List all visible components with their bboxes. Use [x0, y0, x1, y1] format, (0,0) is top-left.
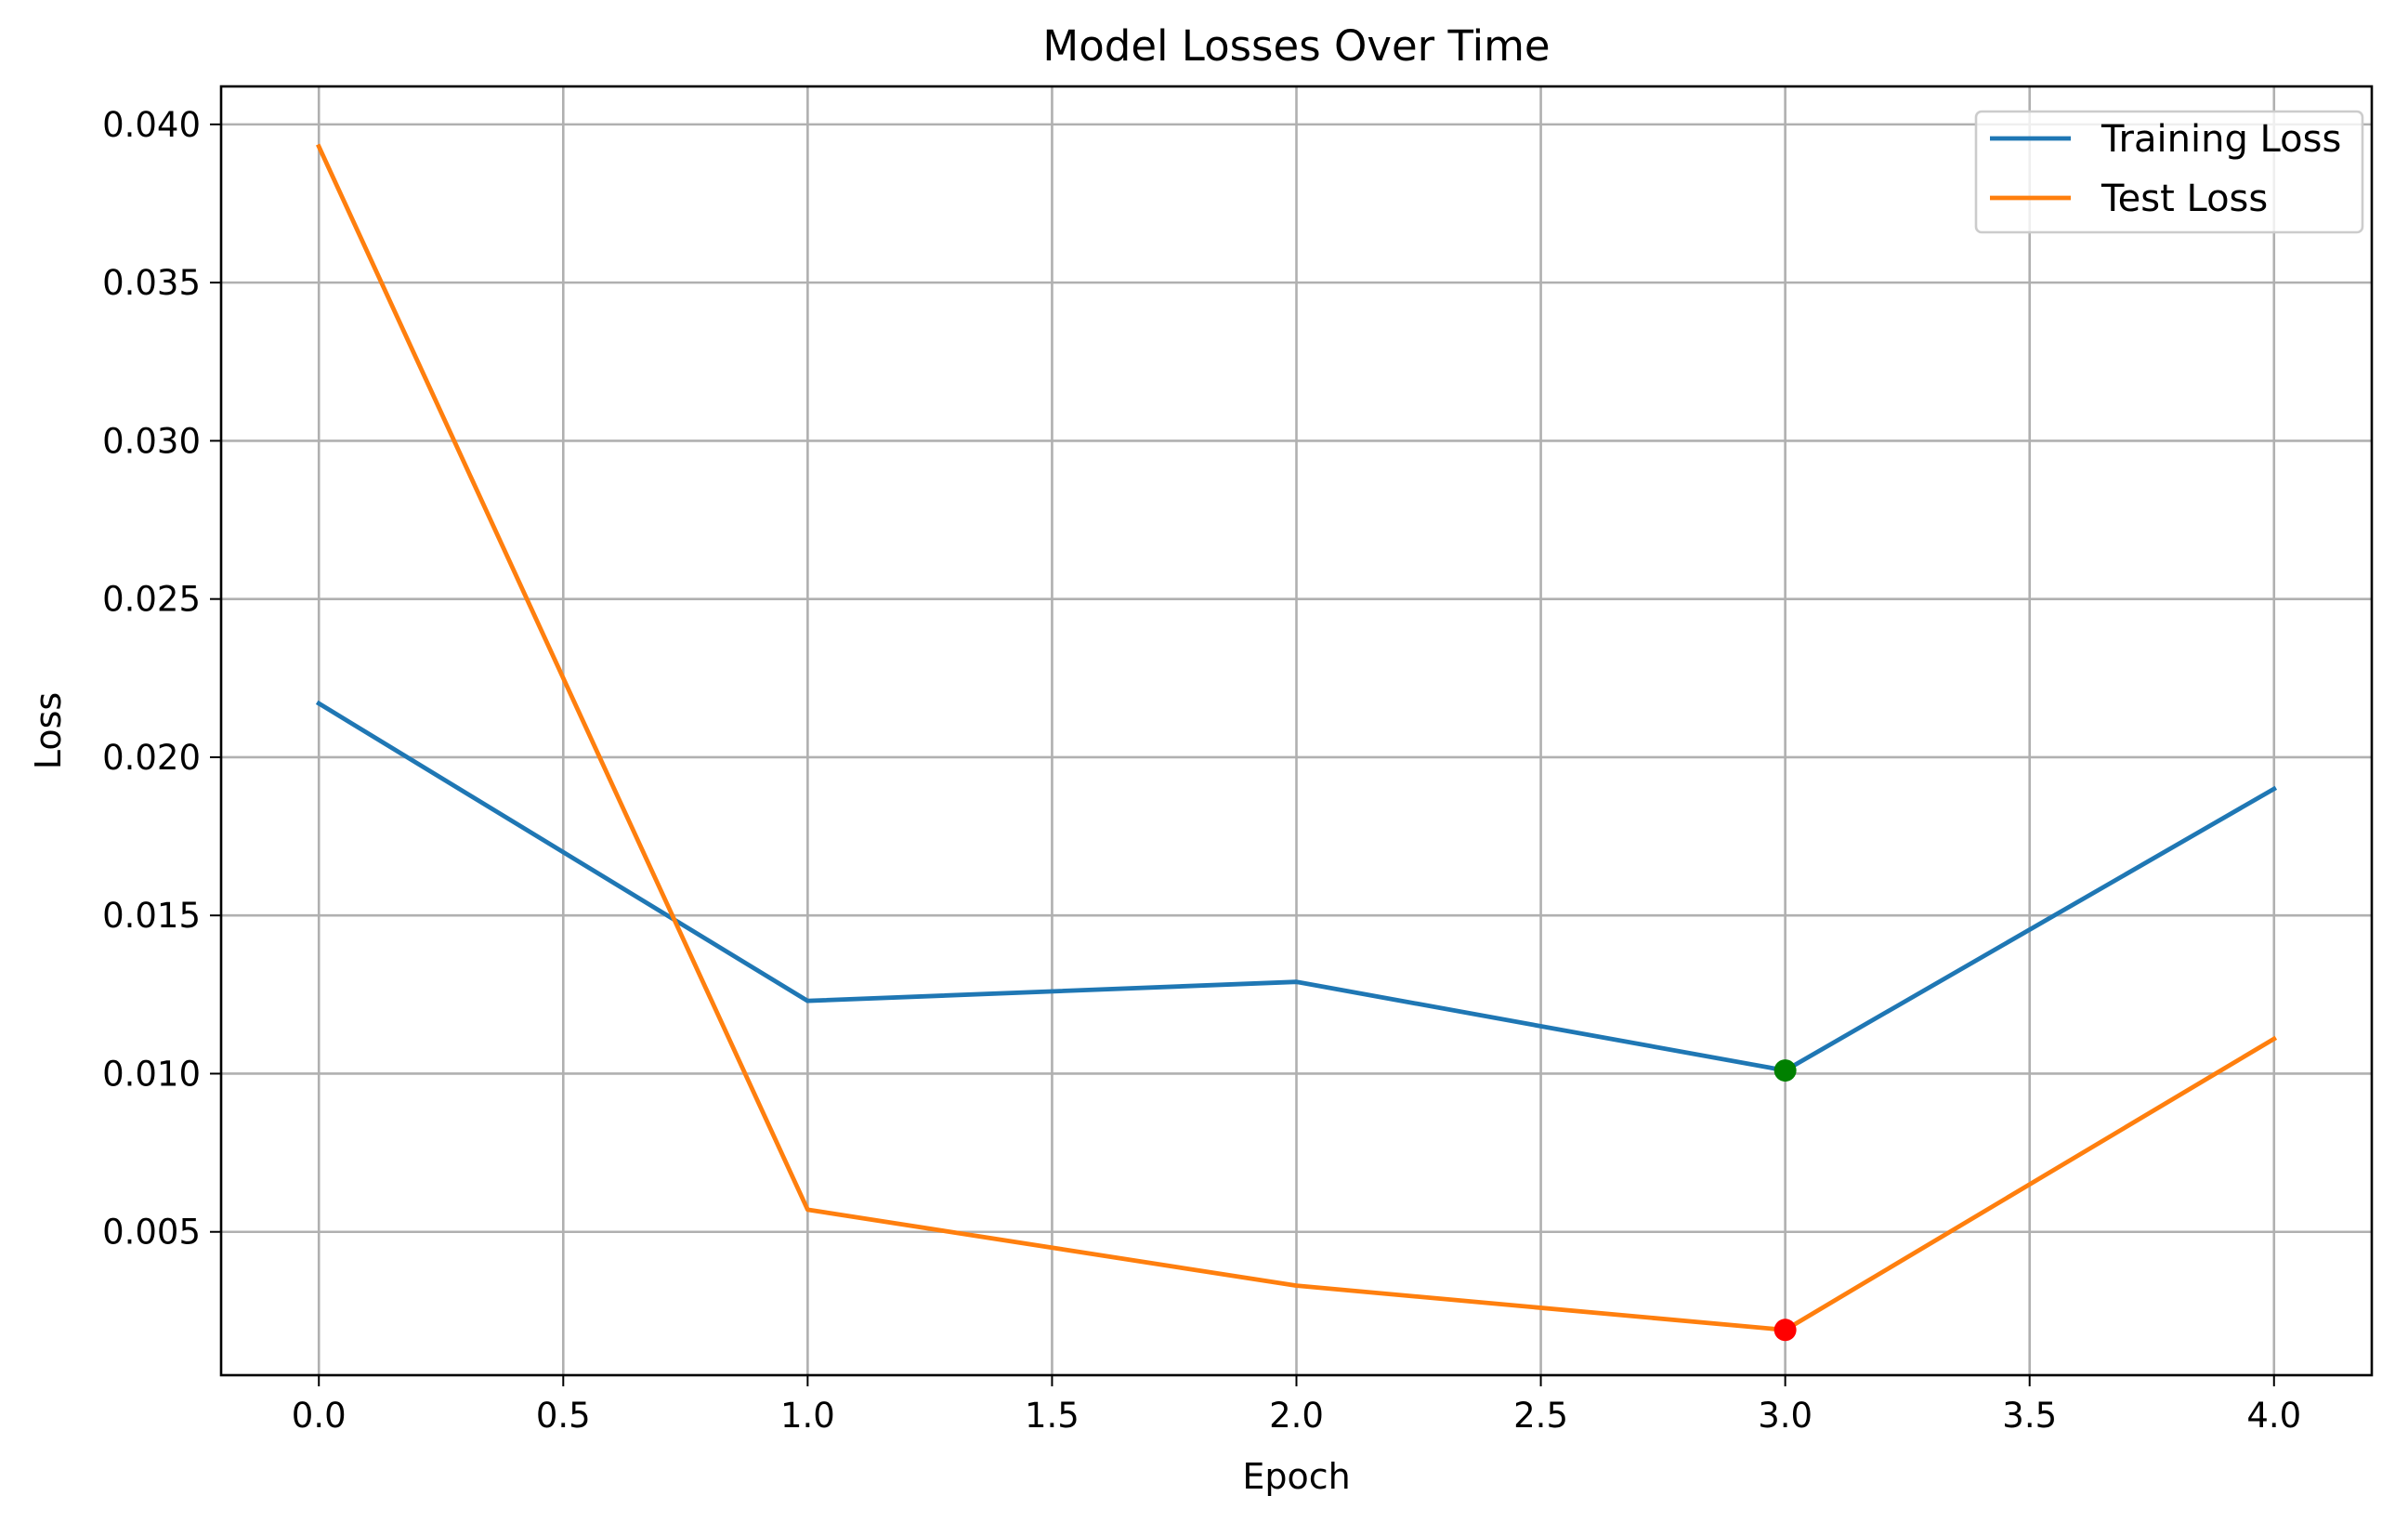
- series-lines: [315, 143, 2278, 1332]
- y-tick-label: 0.030: [102, 421, 201, 461]
- y-tick-label: 0.025: [102, 580, 201, 620]
- y-tick-label: 0.035: [102, 263, 201, 303]
- x-tick-label: 4.0: [2246, 1396, 2301, 1436]
- x-tick-label: 0.0: [292, 1396, 347, 1436]
- axis-ticks: 0.0 0.5 1.0 1.5 2.0 2.5 3.0 3.5 4.0 0.005 0.010 0.0…: [102, 105, 2301, 1436]
- test-loss-min-marker: [1773, 1319, 1797, 1342]
- x-tick-label: 0.5: [536, 1396, 591, 1436]
- x-tick-label: 3.5: [2002, 1396, 2057, 1436]
- x-tick-label: 1.0: [780, 1396, 835, 1436]
- y-tick-label: 0.010: [102, 1054, 201, 1094]
- x-tick-label: 2.0: [1269, 1396, 1324, 1436]
- x-axis-label: Epoch: [1242, 1456, 1350, 1497]
- legend-label: Training Loss: [2100, 118, 2341, 161]
- legend-box: [1974, 110, 2364, 234]
- chart-title: Model Losses Over Time: [1042, 21, 1550, 71]
- legend-label: Test Loss: [2100, 177, 2268, 220]
- gridlines: [221, 86, 2372, 1375]
- y-tick-label: 0.040: [102, 105, 201, 145]
- x-tick-label: 1.5: [1025, 1396, 1080, 1436]
- y-tick-label: 0.005: [102, 1213, 201, 1253]
- x-tick-label: 2.5: [1513, 1396, 1568, 1436]
- x-tick-label: 3.0: [1758, 1396, 1813, 1436]
- y-axis-label: Loss: [28, 692, 69, 769]
- series-line-test-loss: [316, 143, 2278, 1332]
- y-tick-label: 0.015: [102, 896, 201, 936]
- y-tick-label: 0.020: [102, 738, 201, 778]
- series-line-training-loss: [315, 700, 2278, 1073]
- legend-items: Training Loss Test Loss: [1990, 118, 2341, 220]
- point-markers: [1773, 1059, 1797, 1342]
- legend: Training Loss Test Loss: [1974, 110, 2364, 234]
- training-loss-min-marker: [1773, 1059, 1797, 1082]
